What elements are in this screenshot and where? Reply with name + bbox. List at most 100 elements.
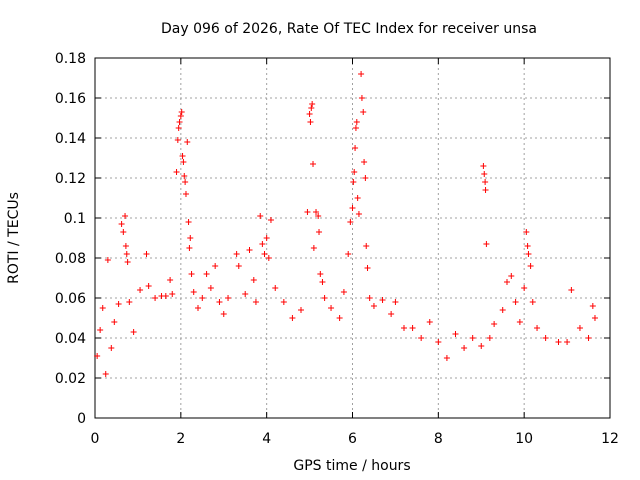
data-point [321,295,328,301]
data-point [370,303,377,309]
data-point [252,299,259,305]
data-point [216,299,223,305]
data-point [207,285,214,291]
y-tick-label: 0.04 [55,331,86,347]
data-point [418,335,425,341]
data-point [351,169,358,175]
data-point [525,251,532,257]
data-point [516,319,523,325]
data-point [185,219,192,225]
data-point [272,285,279,291]
data-point [483,241,490,247]
y-tick-label: 0.16 [55,91,86,107]
data-point [190,289,197,295]
data-point [388,311,395,317]
data-point [118,221,125,227]
data-point [178,109,185,115]
data-point [480,163,487,169]
data-point [308,105,315,111]
data-point [212,263,219,269]
data-point [310,161,317,167]
data-point [521,285,528,291]
data-point [529,299,536,305]
data-point [173,169,180,175]
data-point [115,301,122,307]
x-tick-label: 2 [176,431,185,447]
data-point [585,335,592,341]
y-tick-label: 0.08 [55,251,86,267]
data-point [182,191,189,197]
data-point [478,343,485,349]
data-point [355,211,362,217]
data-point [246,247,253,253]
data-point [353,119,360,125]
data-point [175,125,182,131]
data-point [174,137,181,143]
data-point [315,213,322,219]
data-point [203,271,210,277]
data-point [184,139,191,145]
data-point [167,277,174,283]
data-point [257,213,264,219]
data-point [363,243,370,249]
data-point [265,255,272,261]
data-point [426,319,433,325]
data-point [461,345,468,351]
data-point [310,245,317,251]
data-point [259,241,266,247]
data-point [143,251,150,257]
data-point [233,251,240,257]
data-point [177,113,184,119]
data-point [176,119,183,125]
data-point [94,353,101,359]
data-point [179,153,186,159]
data-point [250,277,257,283]
data-point [220,311,227,317]
data-point [534,325,541,331]
data-point [195,305,201,311]
data-point [576,325,583,331]
data-point [482,179,489,185]
data-point [499,307,506,313]
data-point [111,319,118,325]
data-point [187,235,194,241]
data-point [97,327,104,333]
data-point [350,179,357,185]
data-point [188,271,195,277]
data-point [340,289,347,295]
data-point [523,229,530,235]
data-point [591,315,598,321]
data-point [508,273,515,279]
y-axis: 0 0.02 0.04 0.06 0.08 0.1 0.12 0.14 0.16 0.18 [55,51,610,427]
data-point [542,335,549,341]
data-point [435,339,442,345]
data-point [362,175,369,181]
data-point [589,303,596,309]
data-point [358,71,365,77]
data-point [469,335,476,341]
data-point [313,209,320,215]
data-point [481,171,488,177]
data-point [122,243,129,249]
data-point [443,355,450,361]
y-tick-label: 0.1 [64,211,86,227]
data-point [392,299,399,305]
data-point [491,321,498,327]
data-point [486,335,493,341]
data-point [123,251,130,257]
data-point [122,213,129,219]
x-tick-label: 12 [601,431,619,447]
data-point [349,205,356,211]
data-point [289,315,296,321]
data-point [379,297,386,303]
data-point [235,263,242,269]
data-point [366,295,373,301]
data-point [126,299,133,305]
y-tick-label: 0.02 [55,371,86,387]
data-point [527,263,534,269]
x-tick-label: 10 [515,431,533,447]
data-point [304,209,311,215]
x-tick-label: 6 [348,431,357,447]
data-points [94,71,598,377]
